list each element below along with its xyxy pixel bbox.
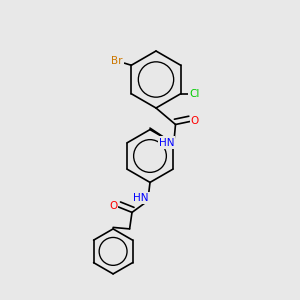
Text: Br: Br: [111, 56, 123, 66]
Text: Cl: Cl: [189, 89, 200, 99]
Text: HN: HN: [159, 137, 174, 148]
Text: O: O: [109, 201, 117, 211]
Text: HN: HN: [133, 193, 149, 203]
Text: O: O: [190, 116, 199, 127]
